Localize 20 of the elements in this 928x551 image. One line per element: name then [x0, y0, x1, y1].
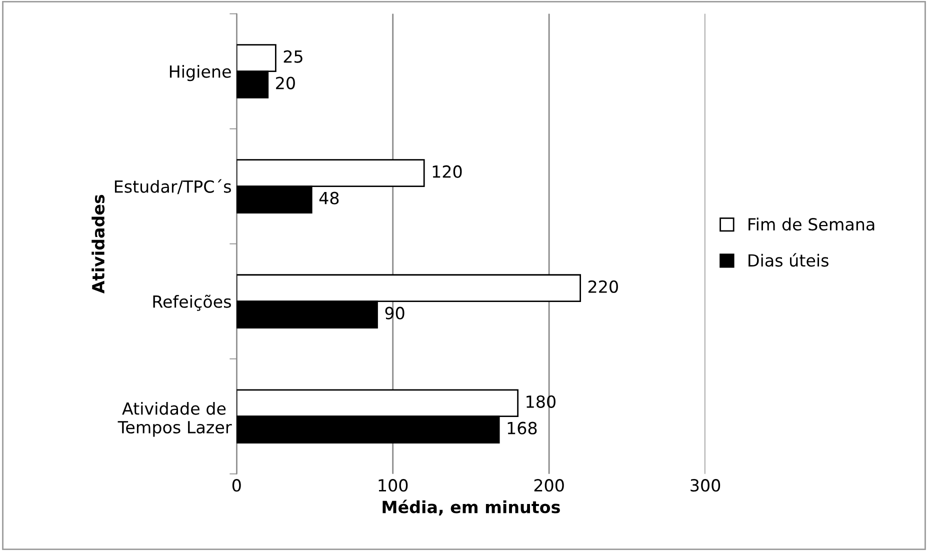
- y-tick-label: Higiene: [170, 64, 231, 82]
- data-label: 168: [508, 422, 537, 434]
- data-label: 180: [526, 395, 556, 408]
- legend-label: Fim de Semana: [748, 218, 874, 231]
- data-label: 120: [432, 165, 462, 178]
- x-tick-label: 300: [690, 479, 720, 492]
- data-label: 48: [319, 192, 339, 204]
- x-tick-label: 100: [378, 479, 408, 492]
- x-tick-label: 200: [534, 479, 564, 492]
- y-tick-label: Estudar/TPC´s: [114, 179, 231, 194]
- y-axis-title: Atividades: [92, 194, 105, 294]
- data-label: 90: [385, 306, 404, 320]
- data-label: 220: [588, 280, 618, 293]
- x-axis-title: Média, em minutos: [382, 500, 560, 516]
- y-tick-label: Atividade de Tempos Lazer: [118, 402, 232, 437]
- legend-label: Dias úteis: [748, 253, 828, 267]
- data-label: 25: [284, 50, 302, 63]
- x-tick-label: 0: [232, 479, 241, 492]
- y-tick-label: Refeições: [153, 294, 231, 311]
- data-label: 20: [276, 76, 295, 90]
